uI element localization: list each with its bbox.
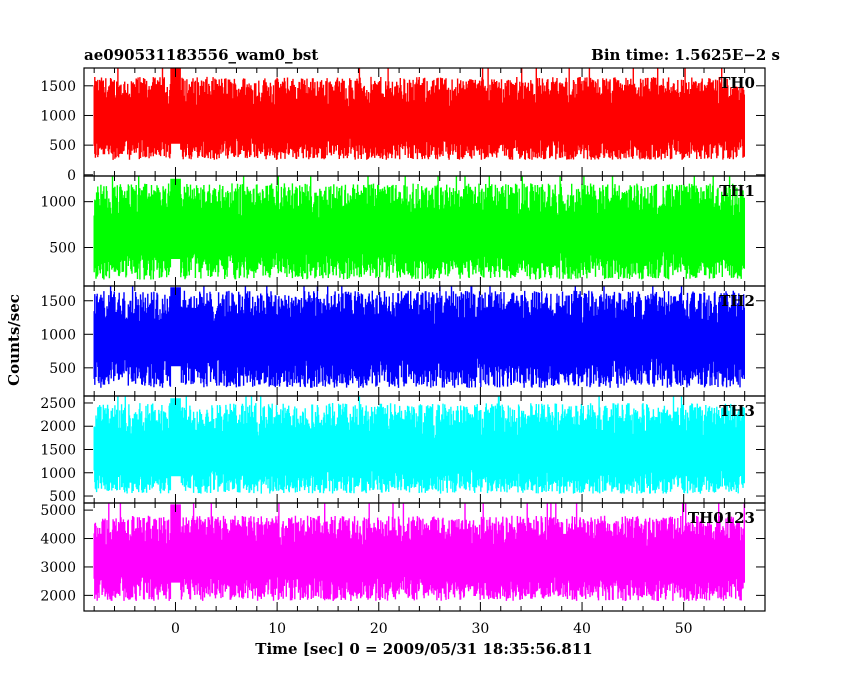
series-label-th0: TH0 — [719, 74, 755, 92]
y-tick-label: 1000 — [40, 108, 76, 124]
y-tick-label: 500 — [49, 241, 76, 257]
y-tick-label: 5000 — [40, 503, 76, 519]
panel-th0123: TH0123 2000 3000 4000 5000 — [40, 502, 766, 612]
y-tick-label: 0 — [67, 168, 76, 184]
y-tick-label: 2000 — [40, 419, 76, 435]
y-tick-label: 1500 — [40, 294, 76, 310]
panels-group: TH0050010001500TH15001000TH250010001500T… — [40, 67, 766, 637]
y-tick-label: 1000 — [40, 195, 76, 211]
y-tick-label: 1500 — [40, 79, 76, 95]
series-label-th2: TH2 — [719, 292, 755, 310]
series-label-th1: TH1 — [719, 182, 755, 200]
series-line-th2 — [93, 286, 745, 388]
chart-title: ae090531183556_wam0_bst — [84, 46, 318, 64]
y-tick-label: 2000 — [40, 588, 76, 604]
x-axis-label: Time [sec] 0 = 2009/05/31 18:35:56.811 — [255, 640, 592, 658]
y-tick-label: 500 — [49, 138, 76, 154]
panel-th2: TH2 500 1000 1500 — [40, 285, 766, 397]
y-tick-label: 1000 — [40, 327, 76, 343]
series-line-th0123 — [93, 503, 745, 601]
bin-time-label: Bin time: 1.5625E−2 s — [591, 46, 780, 64]
x-tick-label: 50 — [675, 621, 693, 637]
y-tick-label: 4000 — [40, 532, 76, 548]
series-line-th3 — [93, 396, 745, 494]
panel-th1: TH1 500 1000 — [40, 175, 766, 287]
series-label-th3: TH3 — [719, 402, 755, 420]
x-tick-label: 40 — [573, 621, 591, 637]
y-tick-label: 500 — [49, 489, 76, 505]
series-line-th0 — [93, 68, 745, 160]
panel-th0: TH0 0 500 1000 1500 — [40, 67, 766, 184]
x-tick-label: 30 — [471, 621, 489, 637]
x-tick-label: 20 — [370, 621, 388, 637]
panel-frame — [83, 502, 766, 612]
panel-th3: TH3 500 1000 1500 2000 2500 — [40, 395, 766, 505]
y-tick-label: 1500 — [40, 443, 76, 459]
y-tick-label: 500 — [49, 361, 76, 377]
y-tick-label: 1000 — [40, 466, 76, 482]
y-tick-label: 2500 — [40, 396, 76, 412]
x-tick-label: 10 — [268, 621, 286, 637]
y-axis-label: Counts/sec — [5, 294, 23, 386]
series-line-th1 — [93, 176, 745, 280]
x-tick-label: 0 — [171, 621, 180, 637]
series-label-th0123: TH0123 — [688, 509, 755, 527]
y-tick-label: 3000 — [40, 560, 76, 576]
